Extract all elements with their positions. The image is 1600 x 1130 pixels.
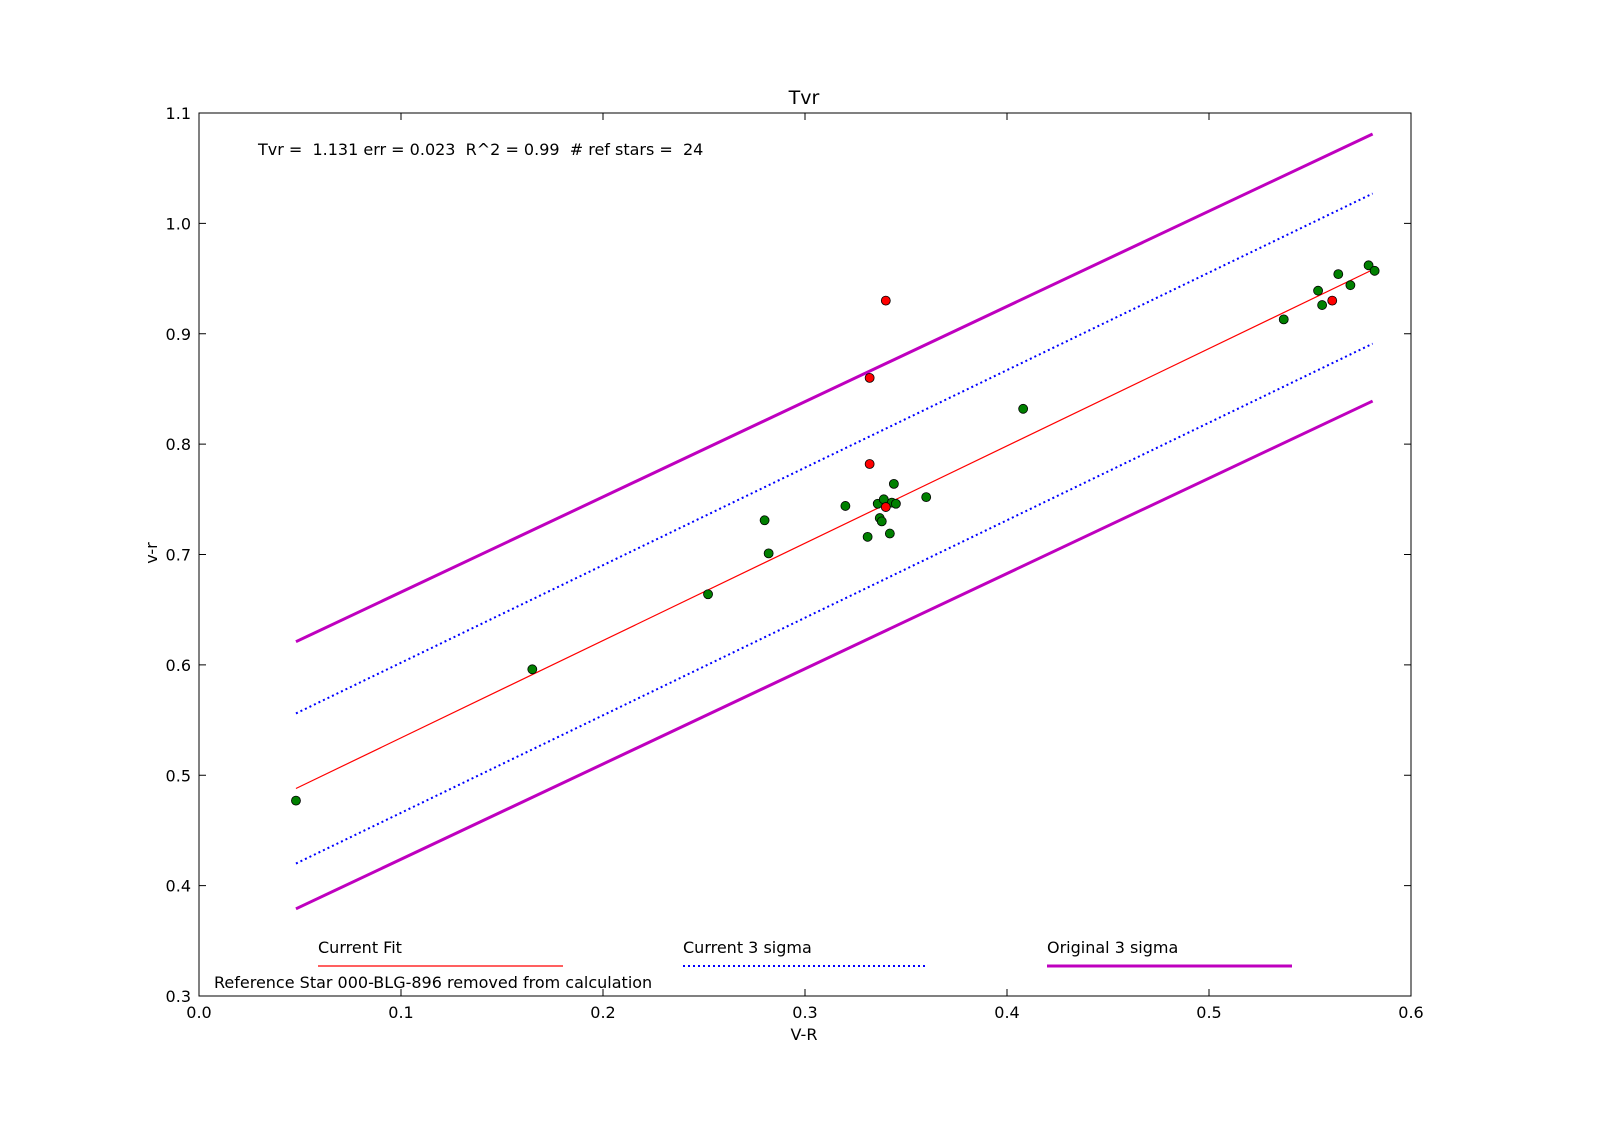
x-axis-label: V-R (791, 1025, 818, 1044)
x-tick-label: 0.5 (1196, 1003, 1221, 1022)
ref-star-point (759, 515, 770, 526)
legend: Current Fit Current 3 sigma Original 3 sig… (318, 938, 1292, 968)
line-current-fit (295, 269, 1373, 790)
legend-label: Current Fit (318, 938, 402, 957)
y-tick-label: 0.7 (166, 546, 191, 565)
ref-star-point (862, 531, 873, 542)
y-tick-label: 0.4 (166, 877, 191, 896)
ref-star-point (1345, 280, 1356, 291)
line-original-3-sigma (295, 399, 1374, 911)
x-tick-label: 0.0 (186, 1003, 211, 1022)
stats-annotation: Tvr = 1.131 err = 0.023 R^2 = 0.99 # ref… (257, 140, 703, 159)
y-axis-label: v-r (142, 542, 161, 564)
x-tick-label: 0.3 (792, 1003, 817, 1022)
data-points (291, 260, 1380, 806)
y-tick-label: 0.6 (166, 656, 191, 675)
y-tick-label: 0.3 (166, 987, 191, 1006)
x-tick-label: 0.6 (1398, 1003, 1423, 1022)
ref-star-point (888, 478, 899, 489)
y-tick-label: 1.0 (166, 214, 191, 233)
ref-star-point (1018, 403, 1029, 414)
ref-star-point (1333, 269, 1344, 280)
removed-star-point (864, 372, 875, 383)
ref-star-point (763, 548, 774, 559)
y-tick-label: 0.5 (166, 766, 191, 785)
removed-star-point (880, 295, 891, 306)
fit-lines (295, 132, 1374, 911)
x-tick-label: 0.4 (994, 1003, 1019, 1022)
chart-title: Tvr (788, 87, 820, 109)
ref-star-point (1317, 300, 1328, 310)
ref-star-point (1278, 314, 1289, 325)
line-original-3-sigma (295, 132, 1374, 644)
x-tick-label: 0.2 (590, 1003, 615, 1022)
removed-star-point (1327, 295, 1338, 306)
ref-star-point (840, 501, 851, 511)
legend-label: Current 3 sigma (683, 938, 812, 957)
ref-star-point (1369, 265, 1380, 276)
removed-star-point (864, 459, 875, 469)
x-tick-label: 0.1 (388, 1003, 413, 1022)
line-current-3-sigma (295, 342, 1374, 865)
ref-star-point (527, 664, 538, 675)
ref-star-point (921, 492, 932, 503)
line-current-3-sigma (295, 192, 1374, 715)
plot-frame (198, 112, 1412, 997)
y-tick-label: 0.8 (166, 435, 191, 454)
removed-star-point (880, 502, 891, 512)
y-tick-label: 1.1 (166, 104, 191, 123)
ref-star-point (1363, 260, 1374, 271)
legend-label: Original 3 sigma (1047, 938, 1178, 957)
ref-star-point (876, 516, 887, 527)
ref-star-point (884, 528, 895, 539)
ref-star-point (291, 795, 301, 806)
axis-ticks: 0.0 0.1 0.2 0.3 0.4 0.5 0.6 0.3 0.4 0.5 0.6 0.7 0.8 0… (166, 104, 1424, 1022)
ref-star-point (1313, 285, 1323, 296)
ref-star-point (703, 589, 713, 600)
ref-star-point (891, 498, 901, 509)
removed-star-note: Reference Star 000-BLG-896 removed from … (214, 973, 652, 992)
y-tick-label: 0.9 (166, 325, 191, 344)
